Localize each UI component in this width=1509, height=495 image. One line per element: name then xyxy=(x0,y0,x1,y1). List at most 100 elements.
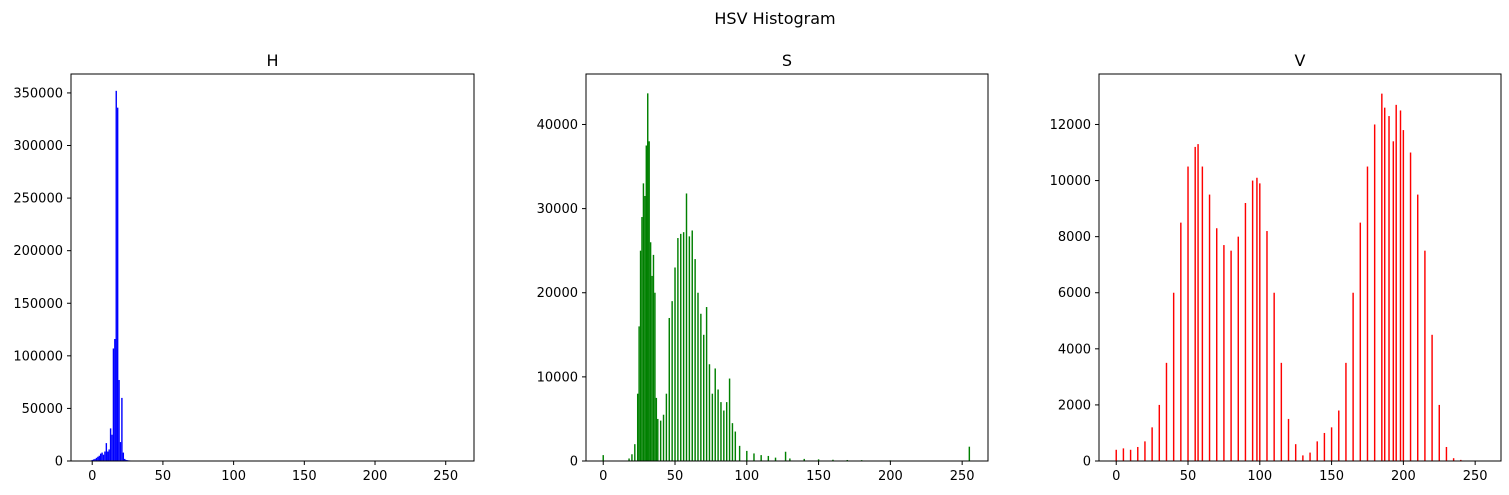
bar-v-55 xyxy=(1194,146,1196,461)
y-tick-label: 350000 xyxy=(13,86,63,101)
bar-h-23 xyxy=(124,458,126,461)
x-tick-label: 50 xyxy=(667,469,684,484)
bar-v-130 xyxy=(1302,455,1304,461)
bar-h-13 xyxy=(109,428,112,461)
bar-s-70 xyxy=(703,334,705,461)
bar-s-66 xyxy=(697,292,699,461)
bar-v-75 xyxy=(1223,245,1225,461)
bar-v-15 xyxy=(1137,446,1139,461)
bar-s-105 xyxy=(753,453,755,461)
bar-s-52 xyxy=(677,238,679,461)
axes-frame xyxy=(585,73,989,462)
bar-v-85 xyxy=(1237,236,1239,461)
subplot-title: S xyxy=(782,51,792,70)
bar-v-25 xyxy=(1151,427,1153,461)
bar-v-160 xyxy=(1345,362,1347,461)
x-tick-label: 250 xyxy=(433,469,458,484)
histogram-v: 0 50 100 150 200 250 0 2000 4000 6000 8000 10000 120… xyxy=(1050,51,1502,484)
x-tick-label: 200 xyxy=(363,469,388,484)
bar-v-115 xyxy=(1280,362,1283,461)
bar-s-40 xyxy=(659,420,662,461)
y-tick-label: 0 xyxy=(1083,455,1091,470)
bar-v-198 xyxy=(1399,110,1402,462)
bar-h-2 xyxy=(94,458,96,461)
bar-h-21 xyxy=(121,397,123,461)
bar-v-155 xyxy=(1338,410,1340,461)
bar-s-95 xyxy=(738,445,741,461)
bar-v-220 xyxy=(1431,334,1433,461)
y-tick-label: 200000 xyxy=(13,244,63,259)
bar-v-225 xyxy=(1438,404,1440,461)
x-tick-label: 0 xyxy=(88,469,96,484)
x-tick-label: 50 xyxy=(1180,469,1197,484)
bar-h-0 xyxy=(91,459,93,461)
bar-h-14 xyxy=(111,434,113,461)
bar-s-130 xyxy=(789,458,791,461)
bar-s-74 xyxy=(708,364,711,461)
bar-v-120 xyxy=(1287,418,1290,461)
bar-v-45 xyxy=(1180,222,1182,461)
bar-s-86 xyxy=(725,402,728,461)
bar-s-115 xyxy=(767,455,770,461)
bar-s-30 xyxy=(645,145,648,461)
x-tick-label: 200 xyxy=(878,469,903,484)
bar-h-16 xyxy=(114,339,116,461)
bar-h-11 xyxy=(107,451,109,461)
bar-v-5 xyxy=(1122,448,1125,461)
y-tick-label: 250000 xyxy=(13,192,63,207)
bar-s-25 xyxy=(638,326,640,461)
bar-h-3 xyxy=(95,457,98,461)
y-tick-label: 100000 xyxy=(13,349,63,364)
bar-v-165 xyxy=(1352,292,1354,461)
bar-h-18 xyxy=(116,107,119,462)
bar-s-32 xyxy=(648,141,650,462)
bar-s-92 xyxy=(734,431,737,461)
bar-s-36 xyxy=(654,292,656,461)
figure-title: HSV Histogram xyxy=(714,9,835,28)
bar-s-24 xyxy=(636,393,639,461)
bar-s-140 xyxy=(803,458,805,461)
bar-s-110 xyxy=(760,455,762,461)
bar-v-57 xyxy=(1197,144,1199,462)
x-tick-label: 200 xyxy=(1391,469,1416,484)
histogram-h: 0 50 100 150 200 250 0 50000 100000 150000 200000 2… xyxy=(13,51,475,484)
bar-h-9 xyxy=(104,451,106,461)
bar-v-50 xyxy=(1187,166,1189,462)
bar-v-170 xyxy=(1359,222,1362,461)
bar-s-33 xyxy=(649,242,652,461)
bar-s-38 xyxy=(657,418,659,461)
bar-s-170 xyxy=(846,459,849,461)
bar-s-150 xyxy=(817,459,820,461)
y-tick-label: 10000 xyxy=(537,370,578,385)
bar-h-7 xyxy=(101,452,103,461)
bar-s-58 xyxy=(685,193,688,461)
bar-v-90 xyxy=(1244,203,1247,461)
bar-s-20 xyxy=(631,454,633,461)
bar-v-105 xyxy=(1266,231,1268,461)
bar-s-100 xyxy=(746,450,748,461)
bar-s-48 xyxy=(671,301,673,461)
bar-s-18 xyxy=(628,458,630,461)
bar-v-240 xyxy=(1460,459,1462,461)
y-tick-label: 6000 xyxy=(1058,286,1091,301)
bar-s-160 xyxy=(832,459,834,461)
bar-v-70 xyxy=(1216,228,1218,461)
x-tick-label: 0 xyxy=(599,469,607,484)
bar-s-78 xyxy=(714,368,716,461)
bar-v-175 xyxy=(1366,166,1369,462)
bar-s-34 xyxy=(651,275,653,461)
x-tick-label: 50 xyxy=(155,469,172,484)
bar-v-215 xyxy=(1424,250,1426,461)
bar-v-140 xyxy=(1316,441,1318,461)
x-tick-label: 250 xyxy=(1463,469,1488,484)
bar-v-35 xyxy=(1165,362,1168,461)
y-tick-label: 10000 xyxy=(1050,174,1091,189)
bar-s-127 xyxy=(784,451,787,461)
bar-s-22 xyxy=(634,444,636,461)
bar-v-185 xyxy=(1381,93,1383,461)
bar-s-88 xyxy=(728,378,731,461)
bar-v-150 xyxy=(1330,427,1333,461)
y-tick-label: 40000 xyxy=(537,118,578,133)
axes-frame xyxy=(1098,73,1502,462)
bar-v-200 xyxy=(1402,130,1405,461)
